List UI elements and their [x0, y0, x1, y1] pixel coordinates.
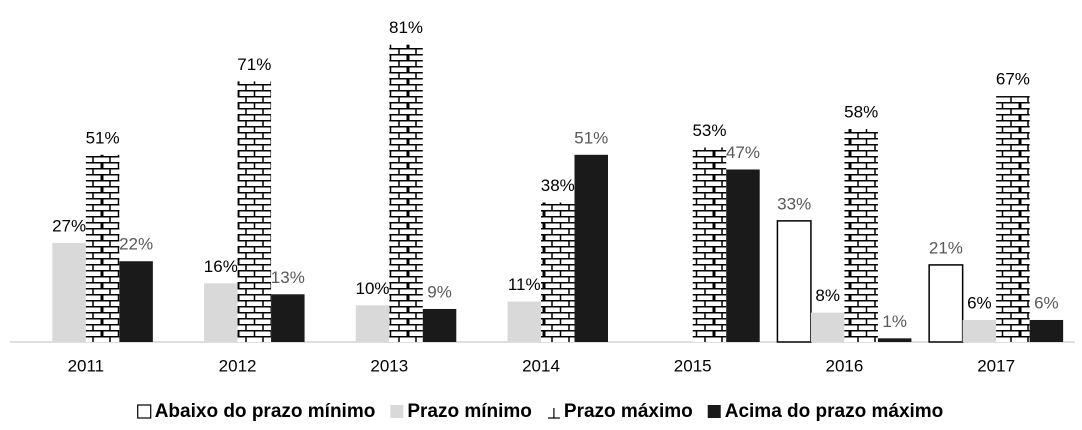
bar — [271, 294, 305, 342]
bar — [962, 319, 997, 342]
bar — [52, 242, 86, 342]
bar — [541, 202, 575, 342]
x-tick-label: 2011 — [68, 356, 105, 375]
value-label: 8% — [815, 286, 840, 305]
value-label: 16% — [204, 257, 238, 276]
bar — [119, 261, 153, 342]
legend-marker — [390, 405, 404, 418]
bar — [574, 154, 608, 342]
value-label: 6% — [1034, 293, 1059, 312]
bar — [844, 129, 878, 342]
value-label: 51% — [86, 128, 120, 147]
value-label: 51% — [574, 128, 608, 147]
value-label: 22% — [119, 235, 153, 254]
bar — [389, 44, 423, 343]
value-label: 21% — [929, 238, 963, 257]
value-label: 58% — [844, 103, 878, 122]
bar — [726, 169, 760, 342]
bar — [692, 147, 727, 342]
legend-label: Prazo máximo — [564, 401, 693, 422]
value-label: 47% — [726, 143, 760, 162]
bar — [928, 264, 964, 343]
bar — [85, 154, 120, 342]
value-label: 6% — [967, 293, 992, 312]
bar — [877, 338, 912, 342]
value-label: 10% — [356, 279, 390, 298]
value-label: 71% — [237, 55, 271, 74]
value-label: 1% — [882, 312, 907, 331]
value-label: 67% — [996, 70, 1030, 89]
value-label: 53% — [692, 121, 726, 140]
value-label: 38% — [541, 176, 575, 195]
bar — [996, 96, 1030, 342]
bar — [204, 283, 238, 342]
value-label: 13% — [271, 268, 305, 287]
bar — [810, 312, 845, 342]
x-tick-label: 2014 — [522, 356, 560, 375]
value-label: 33% — [777, 194, 811, 213]
value-label: 81% — [389, 18, 423, 37]
legend-label: Abaixo do prazo mínimo — [155, 401, 376, 422]
legend-marker — [707, 405, 721, 418]
value-label: 9% — [427, 282, 452, 301]
value-label: 27% — [52, 216, 86, 235]
legend-marker — [137, 404, 152, 419]
x-tick-label: 2016 — [826, 356, 864, 375]
x-tick-label: 2017 — [977, 356, 1015, 375]
bar — [776, 220, 812, 343]
x-tick-label: 2012 — [219, 356, 257, 375]
x-tick-label: 2015 — [674, 356, 712, 375]
legend-label: Acima do prazo máximo — [725, 401, 944, 422]
bar — [507, 301, 541, 342]
value-label: 11% — [508, 275, 541, 294]
bar — [1029, 319, 1064, 342]
bar — [355, 305, 390, 342]
bar — [237, 81, 272, 342]
bar — [422, 308, 457, 342]
legend-label: Prazo mínimo — [407, 401, 532, 422]
x-tick-label: 2013 — [370, 356, 408, 375]
